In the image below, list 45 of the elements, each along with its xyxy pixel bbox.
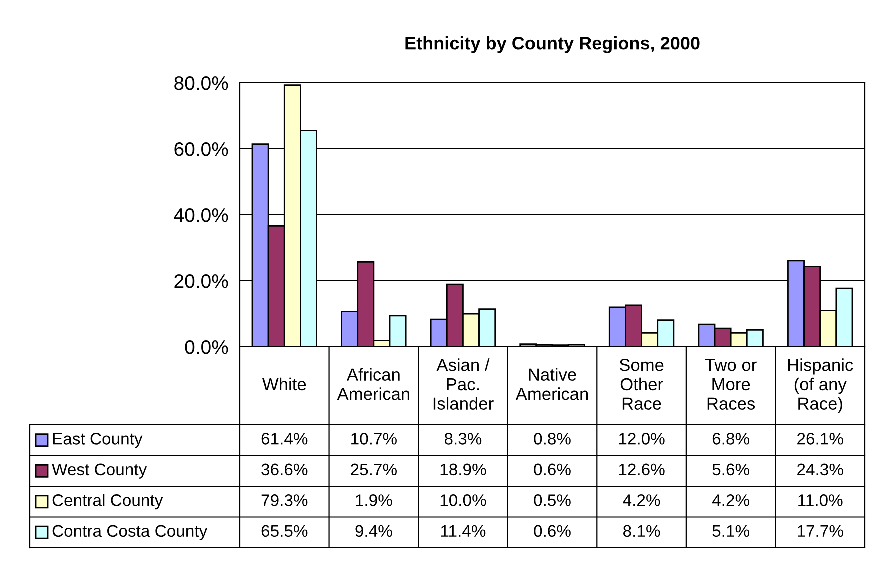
data-label: 0.6% (534, 525, 571, 538)
data-label: 6.8% (712, 433, 750, 445)
chart-title: Ethnicity by County Regions, 2000 (406, 36, 700, 54)
x-tick-label: Asian / Pac. Islander (434, 358, 494, 410)
data-label: 61.4% (262, 433, 308, 445)
data-label: 4.2% (623, 494, 660, 506)
y-tick-label: 20.0% (174, 274, 228, 288)
data-label: 0.6% (534, 464, 571, 476)
data-label: 0.8% (534, 433, 571, 445)
data-label: 12.6% (619, 464, 665, 476)
y-tick-label: 60.0% (174, 142, 228, 156)
data-label: 4.2% (712, 494, 750, 506)
data-label: 5.6% (712, 464, 750, 476)
data-label: 17.7% (798, 525, 844, 538)
x-tick-label: White (262, 378, 306, 391)
data-label: 9.4% (356, 525, 392, 538)
data-label: 65.5% (262, 525, 308, 538)
data-label: 36.6% (262, 464, 308, 476)
data-label: 1.9% (356, 494, 392, 506)
y-tick-label: 40.0% (174, 208, 228, 222)
y-tick-label: 80.0% (174, 76, 228, 90)
legend-label: East County (53, 433, 143, 448)
legend-label: West County (52, 464, 148, 479)
data-label: 18.9% (440, 464, 486, 476)
data-label: 5.1% (712, 525, 750, 538)
x-tick-label: Some Other Race (620, 359, 664, 410)
data-label: 11.4% (441, 525, 486, 538)
data-label: 0.5% (534, 494, 571, 506)
data-label: 8.1% (624, 525, 660, 538)
x-tick-label: Hispanic (of any Race) (788, 358, 854, 414)
legend-label: Central County (52, 494, 164, 510)
data-label: 11.0% (798, 494, 843, 506)
x-tick-label: Native American (516, 368, 588, 400)
data-label: 8.3% (444, 433, 482, 445)
x-tick-label: African American (337, 368, 410, 400)
data-label: 25.7% (351, 464, 397, 476)
data-label: 10.7% (352, 433, 397, 445)
legend-label: Contra Costa County (52, 525, 208, 540)
data-label: 79.3% (262, 494, 308, 506)
x-tick-label: Two or More Races (705, 359, 757, 410)
data-label: 24.3% (798, 464, 844, 476)
data-label: 12.0% (619, 433, 665, 445)
data-label: 26.1% (798, 433, 844, 445)
data-label: 10.0% (440, 494, 486, 506)
y-tick-label: 0.0% (185, 340, 228, 354)
